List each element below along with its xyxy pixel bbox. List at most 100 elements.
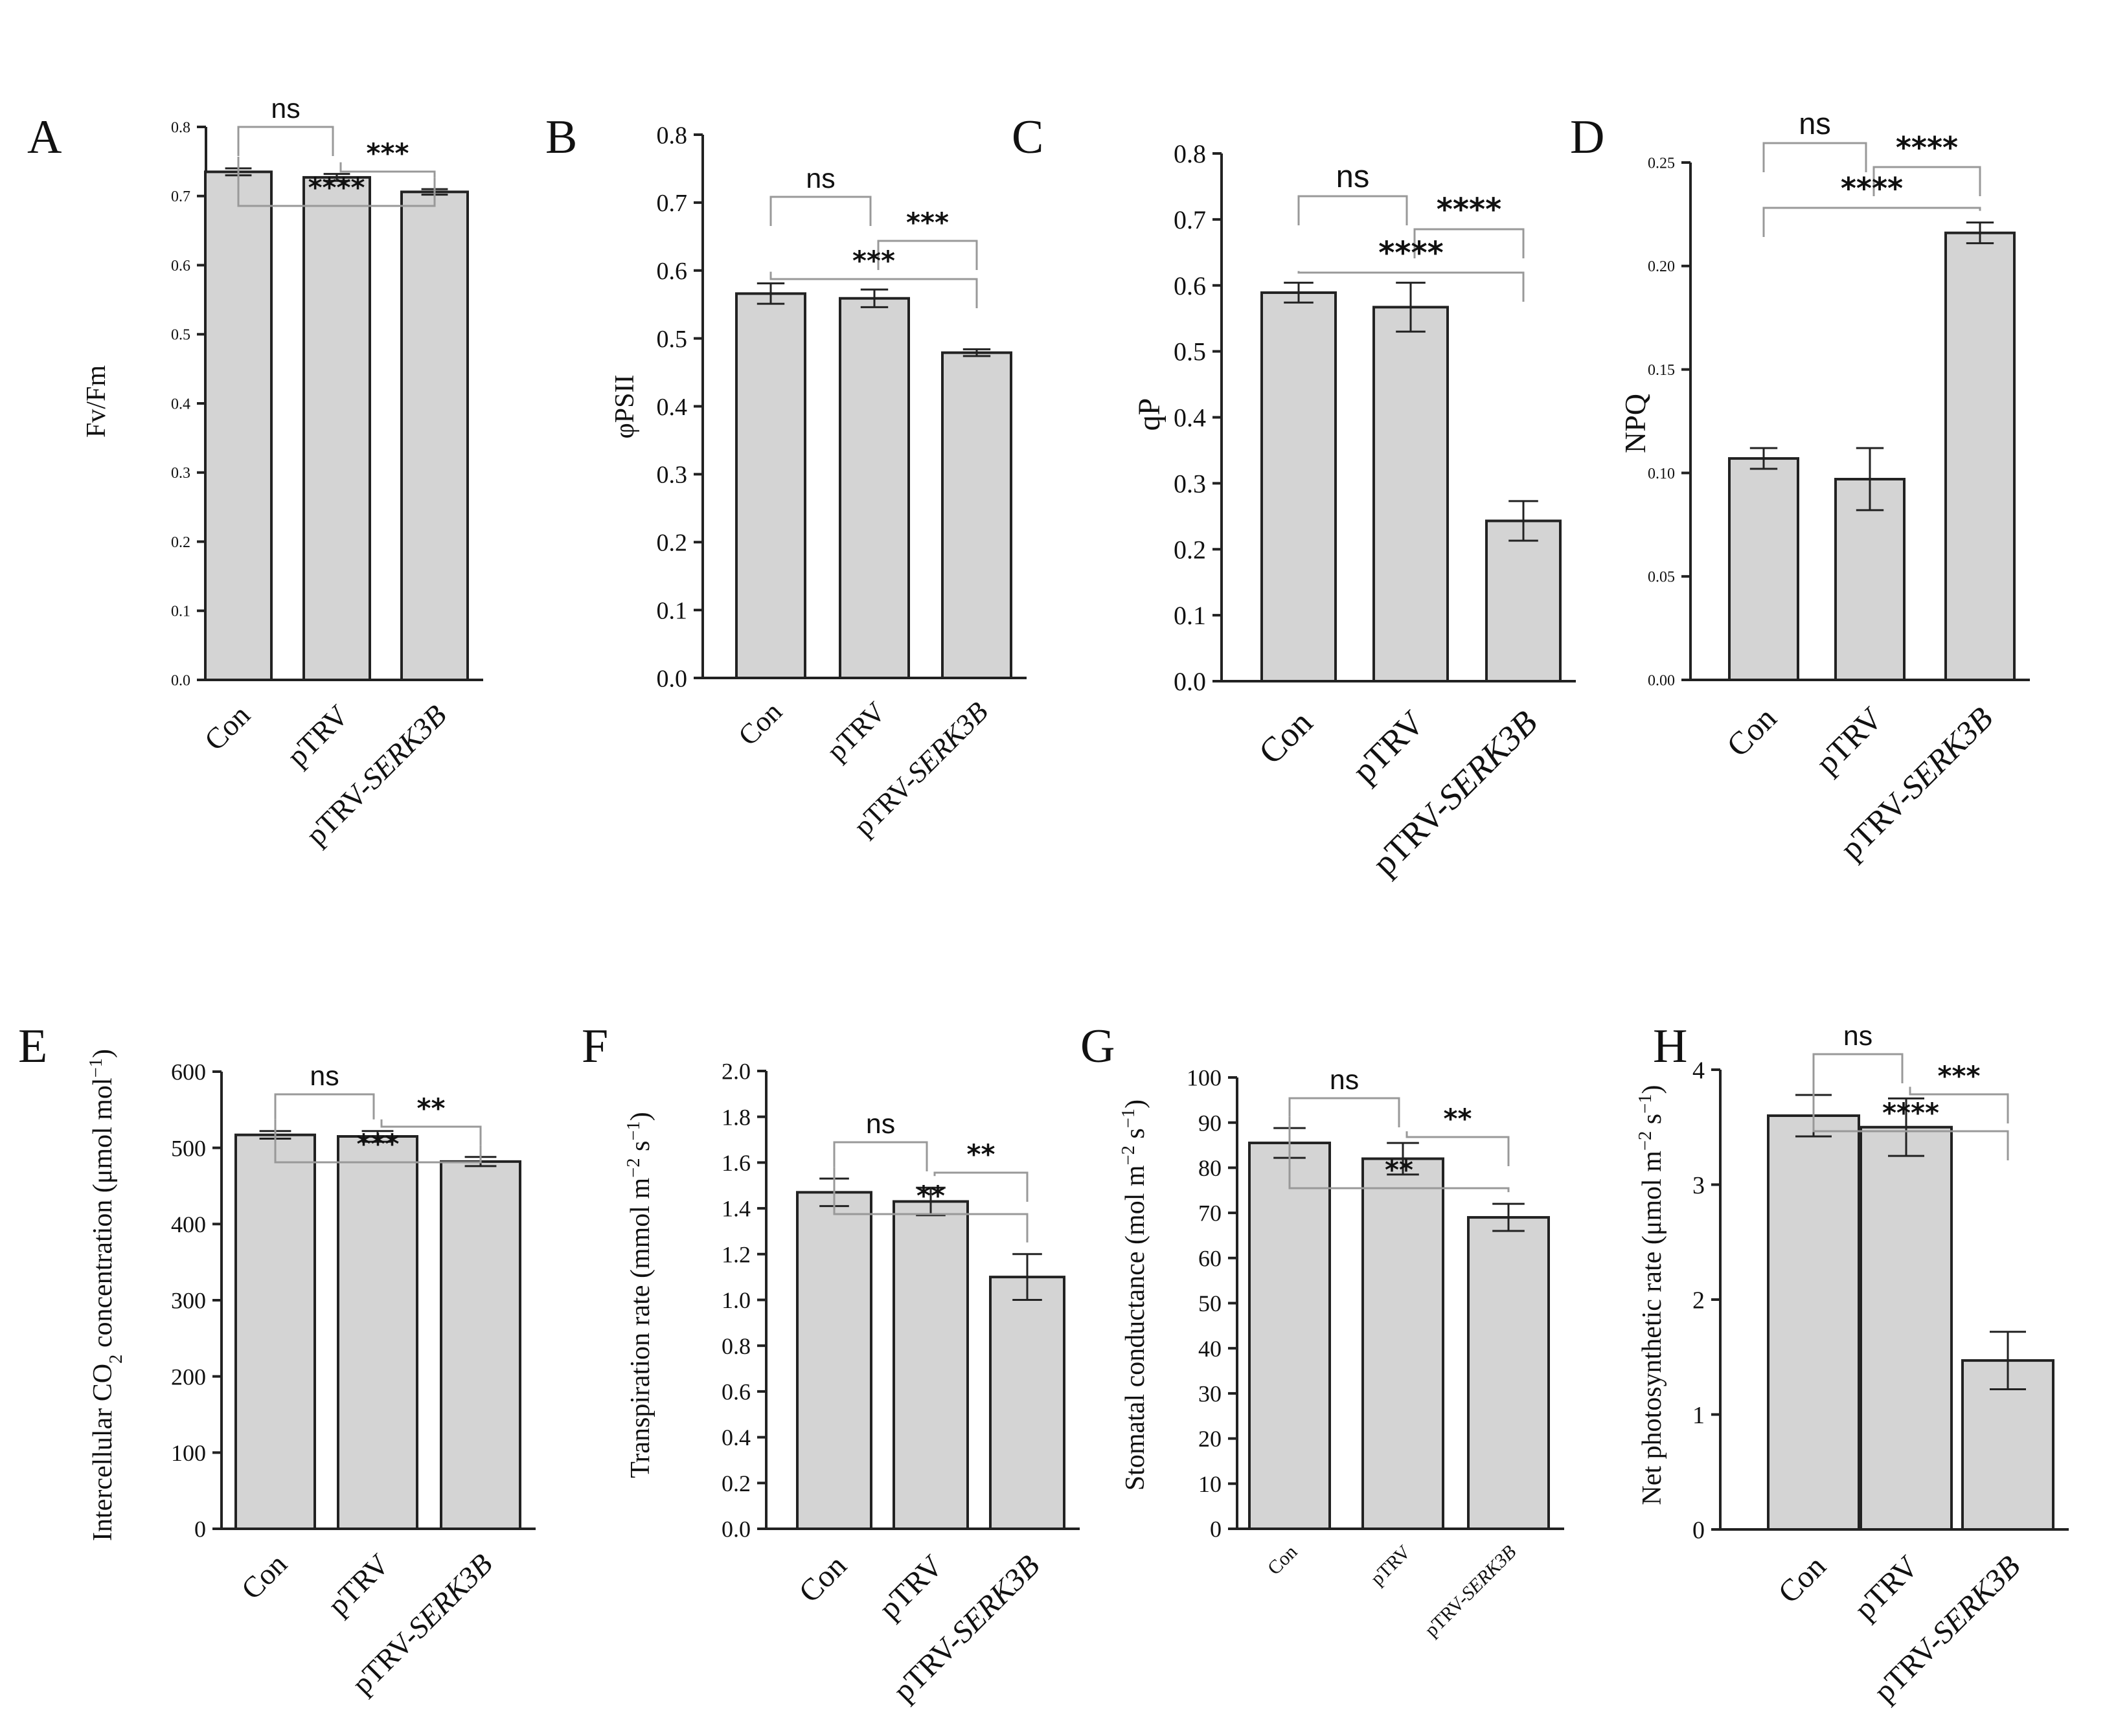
y-axis-title-part: Intercellular CO <box>88 1364 118 1541</box>
y-axis-title-part: ) <box>626 1112 655 1121</box>
bar-1 <box>893 1200 969 1530</box>
y-axis-title-part: s <box>1121 1128 1150 1145</box>
significance-bracket <box>1812 1053 1904 1083</box>
bar-1 <box>1834 477 1906 681</box>
panel-letter: C <box>1012 111 1043 164</box>
y-tick-label: 0.0 <box>657 665 688 692</box>
y-axis-title: Stomatal conductance (mol m−2 s−1) <box>1119 1099 1151 1491</box>
significance-label: *** <box>367 137 409 169</box>
panel-letter: E <box>18 1020 47 1073</box>
significance-bracket <box>1872 166 1981 196</box>
y-tick-label: 20 <box>1198 1426 1222 1452</box>
y-axis-title-part: −2 <box>1119 1145 1139 1165</box>
significance-label: *** <box>357 1128 400 1160</box>
significance-bracket <box>237 126 334 156</box>
y-axis-title-part: −2 <box>1635 1131 1656 1151</box>
y-tick-label: 0 <box>1210 1516 1222 1542</box>
significance-label: **** <box>1437 192 1501 228</box>
bar-2 <box>1467 1216 1550 1530</box>
bar-2 <box>1944 231 2016 681</box>
bar-0 <box>1767 1114 1860 1531</box>
y-tick-label: 70 <box>1198 1201 1222 1226</box>
y-tick-label: 3 <box>1692 1172 1705 1199</box>
y-tick-label: 0.5 <box>171 327 190 344</box>
significance-bracket <box>1288 1097 1400 1127</box>
y-tick-label: 2.0 <box>722 1059 751 1085</box>
y-tick-label: 0.6 <box>1174 271 1206 300</box>
y-tick-label: 10 <box>1198 1471 1222 1497</box>
y-axis-title: Transpiration rate (mmol m−2 s−1) <box>624 1112 656 1478</box>
bar-0 <box>735 292 806 680</box>
error-bar-1 <box>361 1130 394 1143</box>
y-tick-label: 0.7 <box>171 188 190 205</box>
y-axis-title-part: −2 <box>624 1158 644 1177</box>
y-tick-label: 0.05 <box>1648 569 1675 586</box>
y-tick-label: 1 <box>1692 1402 1705 1429</box>
y-tick-label: 90 <box>1198 1110 1222 1136</box>
error-bar-1 <box>916 1186 946 1217</box>
y-tick-label: 0.6 <box>722 1379 751 1405</box>
y-tick-label: 1.4 <box>722 1196 751 1222</box>
y-tick-label: 0.8 <box>722 1333 751 1359</box>
y-axis-title-part: Transpiration rate (mmol m <box>626 1178 655 1478</box>
y-tick-label: 0.2 <box>171 534 190 551</box>
bar-1 <box>1372 306 1449 682</box>
y-tick-label: 1.0 <box>722 1287 751 1313</box>
bar-0 <box>1260 291 1337 682</box>
panel-letter: G <box>1080 1020 1115 1073</box>
panel-letter: A <box>27 111 62 164</box>
y-tick-label: 0.3 <box>1174 469 1206 498</box>
y-tick-label: 0.6 <box>171 258 190 275</box>
significance-bracket <box>833 1167 1029 1243</box>
significance-bracket <box>1909 1087 2009 1123</box>
y-tick-label: 1.2 <box>722 1241 751 1267</box>
y-tick-label: 0.7 <box>657 190 688 217</box>
bar-1 <box>302 175 371 681</box>
y-axis-title-part: s <box>626 1141 655 1158</box>
significance-bracket <box>274 1119 482 1164</box>
y-tick-label: 0.5 <box>657 326 688 353</box>
y-axis-title: Net photosynthetic rate (μmol m−2 s−1) <box>1635 1085 1668 1505</box>
significance-bracket <box>274 1093 375 1120</box>
significance-label: ** <box>417 1092 446 1124</box>
y-tick-label: 0.3 <box>171 465 190 482</box>
significance-label: **** <box>308 172 365 203</box>
significance-label: ** <box>967 1138 996 1170</box>
significance-label: **** <box>1896 130 1958 165</box>
significance-bracket <box>339 162 436 178</box>
error-bar-2 <box>962 348 991 357</box>
y-tick-label: 0.25 <box>1648 155 1675 172</box>
y-tick-label: 0.0 <box>1174 667 1206 696</box>
y-axis-title: φPSII <box>610 375 640 439</box>
bar-1 <box>1361 1157 1444 1530</box>
significance-label: ns <box>806 163 835 194</box>
y-tick-label: 2 <box>1692 1287 1705 1314</box>
error-bar-0 <box>757 282 785 305</box>
y-tick-label: 300 <box>171 1288 206 1314</box>
y-tick-label: 0.0 <box>171 672 190 689</box>
y-tick-label: 0.1 <box>171 603 190 620</box>
error-bar-1 <box>1888 1097 1924 1157</box>
y-axis-title-part: −1 <box>1119 1109 1139 1128</box>
bar-1 <box>839 297 910 679</box>
bar-1 <box>1860 1125 1953 1531</box>
bar-2 <box>941 351 1012 679</box>
y-axis-title-part: ) <box>88 1049 118 1058</box>
y-tick-label: 30 <box>1198 1381 1222 1407</box>
significance-bracket <box>877 240 978 270</box>
significance-bracket <box>933 1171 1029 1202</box>
bar-2 <box>989 1276 1065 1531</box>
y-axis-title: qP <box>1132 398 1166 431</box>
y-tick-label: 0.4 <box>1174 403 1206 433</box>
significance-label: *** <box>1938 1060 1981 1092</box>
y-tick-label: 0.1 <box>1174 601 1206 630</box>
error-bar-2 <box>1966 221 1994 245</box>
significance-label: ns <box>1336 159 1370 194</box>
y-tick-label: 1.6 <box>722 1150 751 1176</box>
y-axis-title-part: Net photosynthetic rate (μmol m <box>1637 1151 1667 1505</box>
significance-label: ns <box>271 93 300 124</box>
error-bar-1 <box>1396 282 1426 333</box>
y-tick-label: 0 <box>1692 1516 1705 1544</box>
y-axis-title-part: s <box>1637 1114 1667 1131</box>
